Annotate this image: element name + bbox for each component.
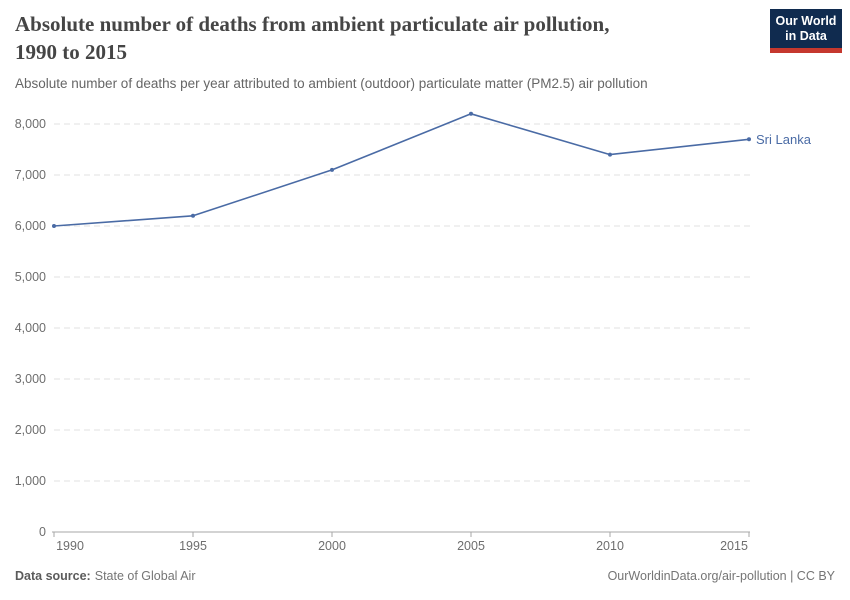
chart-footer: Data source: State of Global Air OurWorld…	[15, 569, 835, 583]
x-axis-label: 1990	[56, 539, 84, 553]
data-source-label: Data source:	[15, 569, 91, 583]
x-axis-label: 2005	[457, 539, 485, 553]
y-axis-label: 1,000	[15, 474, 46, 488]
data-source-value: State of Global Air	[94, 569, 196, 583]
owid-license-link[interactable]: OurWorldinData.org/air-pollution | CC BY	[607, 569, 835, 583]
chart-subtitle: Absolute number of deaths per year attri…	[15, 76, 648, 91]
y-axis-label: 2,000	[15, 423, 46, 437]
page-title-line2: 1990 to 2015	[15, 40, 127, 64]
data-point-marker[interactable]	[191, 213, 195, 218]
data-point-marker[interactable]	[608, 152, 612, 157]
y-axis-label: 4,000	[15, 321, 46, 335]
y-axis-label: 7,000	[15, 168, 46, 182]
entity-label: Sri Lanka	[756, 132, 812, 147]
data-point-marker[interactable]	[747, 137, 751, 142]
data-point-marker[interactable]	[469, 111, 473, 116]
y-axis-label: 8,000	[15, 117, 46, 131]
x-axis-label: 1995	[179, 539, 207, 553]
y-axis-label: 5,000	[15, 270, 46, 284]
page-title-line1: Absolute number of deaths from ambient p…	[15, 12, 610, 36]
owid-logo-line1: Our World	[775, 14, 837, 28]
data-source: Data source: State of Global Air	[15, 569, 196, 583]
x-axis-label: 2000	[318, 539, 346, 553]
data-point-marker[interactable]	[330, 167, 334, 172]
owid-logo-line2: in Data	[785, 29, 827, 43]
y-axis-label: 0	[39, 525, 46, 539]
y-axis-label: 6,000	[15, 219, 46, 233]
y-axis-label: 3,000	[15, 372, 46, 386]
data-point-marker[interactable]	[52, 224, 56, 228]
x-axis-label: 2015	[720, 539, 748, 553]
line-series-sri-lanka[interactable]	[53, 113, 750, 227]
owid-logo[interactable]: Our World in Data	[770, 9, 842, 53]
page-title: Absolute number of deaths from ambient p…	[15, 10, 750, 66]
x-axis-label: 2010	[596, 539, 624, 553]
